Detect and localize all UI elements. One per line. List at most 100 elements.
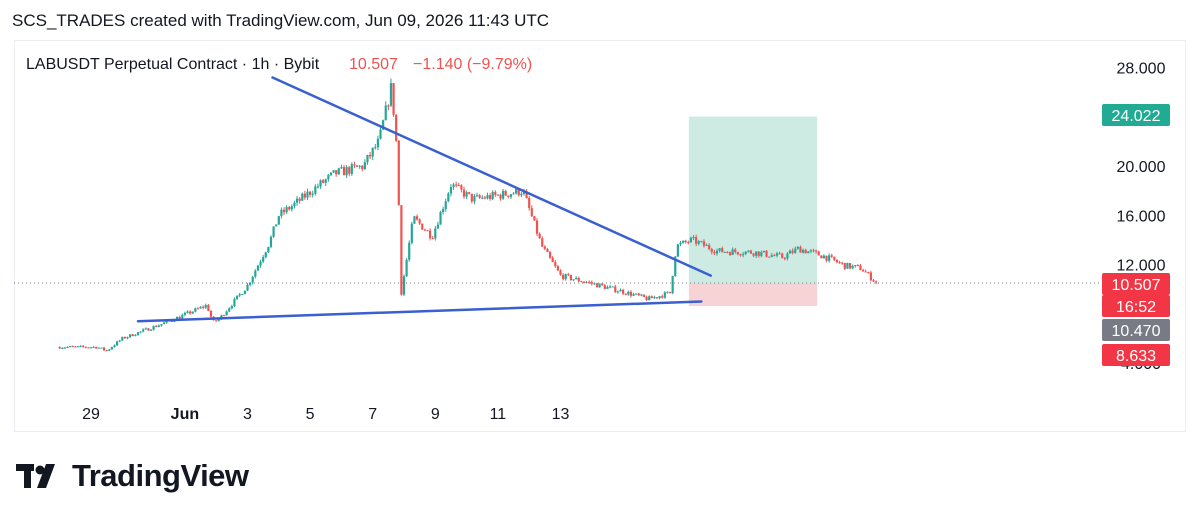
candle (202, 305, 205, 310)
candle (189, 310, 192, 315)
candle (123, 336, 127, 339)
candle (856, 264, 859, 267)
candle (115, 340, 119, 347)
candle-body (303, 193, 306, 198)
candle (470, 193, 473, 204)
candle-body (483, 197, 486, 199)
candle (262, 254, 265, 263)
candle-body (778, 253, 781, 255)
candle (272, 226, 275, 238)
candle-body (113, 345, 116, 348)
price-tick-label: 16.000 (1117, 208, 1166, 225)
candle (293, 200, 296, 209)
candle (838, 260, 841, 264)
candle (366, 154, 369, 165)
candle (327, 173, 330, 182)
candle (162, 321, 166, 325)
candle-body (342, 167, 346, 176)
candle-body (157, 325, 160, 327)
candle-body (66, 346, 69, 348)
time-tick-label: 5 (306, 406, 315, 423)
candle-body (718, 248, 721, 251)
candle-body (499, 194, 502, 199)
candle (812, 248, 815, 253)
candle (92, 346, 95, 349)
candle (332, 170, 335, 174)
candle-body (368, 155, 372, 157)
candle (854, 265, 857, 268)
candle (355, 165, 359, 167)
candle-body (322, 180, 325, 183)
candle-body (564, 274, 567, 280)
candle (400, 205, 403, 296)
candle-body (225, 311, 228, 316)
time-tick-label: 11 (490, 406, 507, 423)
candle (520, 191, 523, 198)
candle-body (319, 180, 322, 187)
candle (134, 333, 137, 337)
candle-body (272, 226, 275, 237)
candle-body (708, 245, 711, 250)
candle-body (468, 192, 471, 194)
candle (755, 251, 758, 258)
candle-body (162, 322, 166, 325)
candle (402, 274, 406, 297)
candle (395, 114, 398, 143)
candle-body (661, 296, 664, 298)
candle (361, 165, 364, 172)
candle-body (666, 291, 669, 293)
candle-body (439, 212, 442, 225)
candle (371, 147, 374, 161)
candle (804, 248, 807, 254)
candle (110, 346, 113, 350)
candle (113, 344, 116, 348)
candle-body (593, 283, 596, 285)
candle-body (413, 216, 416, 224)
candle (418, 218, 421, 225)
candle-body (676, 244, 679, 257)
candle-body (671, 275, 674, 294)
candle (794, 246, 797, 254)
candle (486, 192, 489, 200)
candle-body (627, 291, 630, 295)
candle-body (173, 320, 176, 322)
candle (530, 205, 533, 218)
candle (121, 336, 124, 342)
candle-body (314, 186, 317, 194)
candle (582, 281, 586, 284)
candle-body (687, 242, 690, 244)
candle (314, 184, 317, 196)
candle (723, 251, 726, 253)
candle (760, 250, 763, 258)
legend-last-price: 10.507 (349, 56, 398, 73)
candle (807, 251, 810, 254)
candle (387, 104, 390, 111)
candle (142, 328, 145, 333)
candle (61, 347, 64, 350)
candle (606, 285, 609, 289)
candle (788, 249, 792, 254)
candle (222, 314, 226, 317)
candle-body (658, 296, 661, 299)
candle-body (89, 347, 93, 349)
candle-body (872, 280, 875, 282)
candle (249, 282, 252, 287)
candle (700, 240, 703, 243)
target-zone (688, 116, 818, 283)
candle-body (230, 306, 233, 309)
candle (392, 82, 395, 117)
candle (254, 269, 257, 279)
candle-body (165, 320, 168, 323)
candle (329, 172, 333, 177)
candle-body (504, 190, 507, 196)
candle-body (74, 346, 77, 348)
candle-body (762, 250, 766, 253)
price-badge-target: 24.022 (1102, 104, 1170, 126)
candle (186, 310, 189, 314)
candle (593, 282, 596, 285)
candle-body (843, 262, 846, 269)
candle (770, 252, 773, 258)
candle (713, 249, 716, 256)
candle (277, 215, 280, 226)
